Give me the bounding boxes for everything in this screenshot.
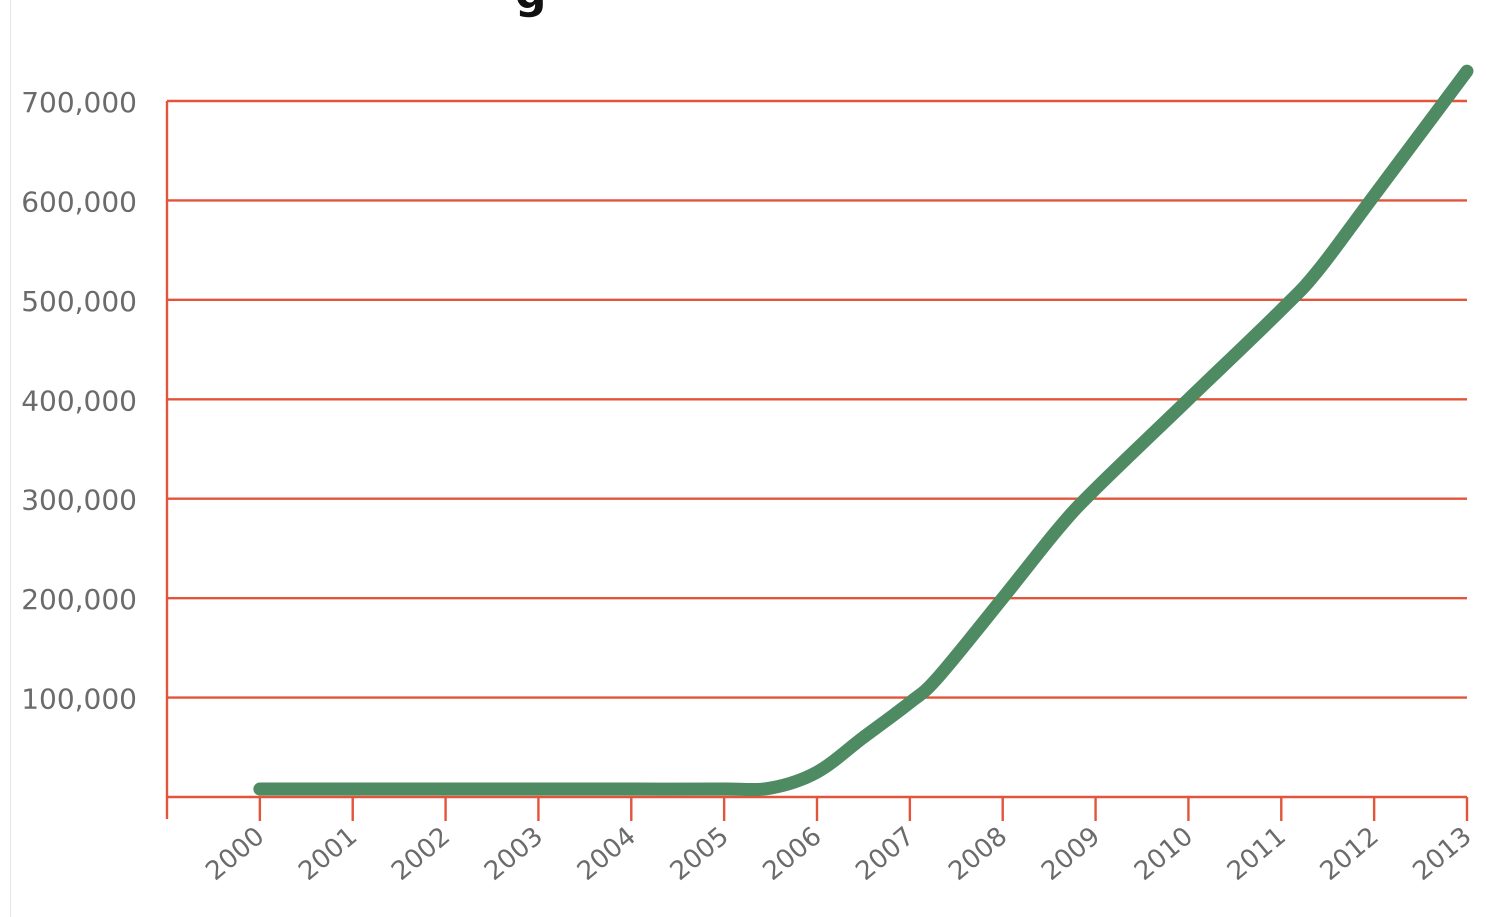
data-point <box>1002 598 1003 599</box>
x-tick-label: 2012 <box>1315 821 1385 887</box>
y-tick-label: 200,000 <box>21 583 137 616</box>
x-tick-label: 2001 <box>293 821 363 887</box>
x-tick-label: 2005 <box>665 821 735 887</box>
chart-title-fragment: g <box>515 0 547 19</box>
x-tick-label: 2013 <box>1408 821 1478 887</box>
y-tick-label: 500,000 <box>21 285 137 318</box>
data-point <box>538 789 539 790</box>
data-point <box>352 789 353 790</box>
y-tick-label: 100,000 <box>21 683 137 716</box>
series-line <box>253 64 1474 797</box>
data-point <box>1058 528 1059 529</box>
x-tick-label: 2007 <box>850 821 920 887</box>
series-layer <box>253 64 1474 797</box>
x-tick-label: 2011 <box>1222 821 1292 887</box>
y-tick-label: 400,000 <box>21 384 137 417</box>
data-point <box>863 737 864 738</box>
data-point <box>770 788 771 789</box>
data-point <box>1467 71 1468 72</box>
data-point <box>1281 309 1282 310</box>
x-tick-label: 2003 <box>479 821 549 887</box>
x-tick-label: 2000 <box>200 821 270 887</box>
x-tick-label: 2004 <box>572 821 642 887</box>
data-point <box>1318 270 1319 271</box>
data-point <box>1095 488 1096 489</box>
x-tick-label: 2008 <box>943 821 1013 887</box>
data-point <box>445 789 446 790</box>
data-point <box>1188 399 1189 400</box>
data-point <box>259 789 260 790</box>
data-point <box>724 789 725 790</box>
data-point <box>937 677 938 678</box>
data-point <box>631 789 632 790</box>
y-tick-label: 300,000 <box>21 484 137 517</box>
y-tick-label: 600,000 <box>21 185 137 218</box>
x-tick-label: 2009 <box>1036 821 1106 887</box>
image-left-border <box>10 0 11 917</box>
tick-label-layer: 100,000 200,000 300,000 400,000 500,000 600,0… <box>21 86 1477 887</box>
data-point <box>1374 195 1375 196</box>
x-tick-label: 2010 <box>1129 821 1199 887</box>
y-tick-label: 700,000 <box>21 86 137 119</box>
data-point <box>817 772 818 773</box>
grid-layer <box>167 99 1467 699</box>
data-point <box>909 702 910 703</box>
axis-layer <box>165 101 1469 821</box>
x-tick-label: 2006 <box>758 821 828 887</box>
x-tick-label: 2002 <box>386 821 456 887</box>
